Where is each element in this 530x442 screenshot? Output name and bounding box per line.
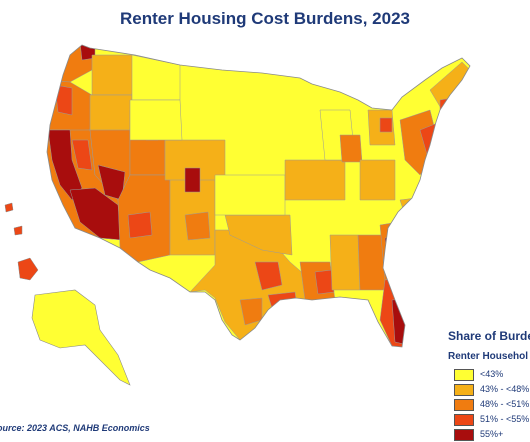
- region-eastern-wa: [91, 54, 136, 96]
- region-albuquerque: [184, 211, 211, 241]
- region-montana-west: [131, 54, 181, 101]
- legend-swatch-3: [454, 399, 474, 411]
- region-dallas: [254, 261, 283, 291]
- region-alabama: [357, 234, 386, 291]
- legend-label-5: 55%+: [480, 429, 504, 439]
- region-denver: [184, 167, 201, 193]
- region-hawaii-big-island: [17, 257, 39, 281]
- region-kansas: [214, 174, 286, 216]
- legend-label-3: 48% - <51%: [480, 399, 530, 409]
- region-hawaii-oahu: [13, 225, 23, 236]
- region-detroit: [379, 117, 393, 133]
- source-note: ource: 2023 ACS, NAHB Economics: [0, 423, 150, 433]
- region-missouri-illinois: [284, 159, 346, 201]
- region-mississippi: [329, 234, 361, 291]
- region-carolinas: [399, 194, 441, 231]
- region-phoenix: [127, 211, 153, 239]
- legend-swatch-1: [454, 369, 474, 381]
- legend-swatch-2: [454, 384, 474, 396]
- region-alaska: [31, 289, 131, 386]
- region-central-valley: [71, 139, 93, 171]
- legend-label-1: <43%: [480, 369, 504, 379]
- region-chicago: [339, 134, 363, 163]
- region-portland: [54, 84, 73, 116]
- region-new-orleans: [314, 269, 335, 295]
- region-south-florida: [391, 297, 413, 346]
- map-title: Renter Housing Cost Burdens, 2023: [119, 9, 410, 28]
- region-idaho: [89, 94, 133, 136]
- legend-label-2: 43% - <48%: [480, 384, 530, 394]
- legend-subtitle: Renter Househol: [448, 351, 529, 362]
- region-ohio-valley: [359, 159, 396, 201]
- region-houston: [267, 291, 299, 319]
- legend-swatch-5: [454, 429, 474, 441]
- legend-title: Share of Burden: [448, 329, 530, 343]
- region-hawaii-kauai: [4, 202, 14, 213]
- region-boston: [439, 97, 453, 113]
- region-wyoming: [129, 99, 183, 141]
- legend-swatch-4: [454, 414, 474, 426]
- region-atlanta: [384, 237, 409, 263]
- legend-label-4: 51% - <55%: [480, 414, 530, 424]
